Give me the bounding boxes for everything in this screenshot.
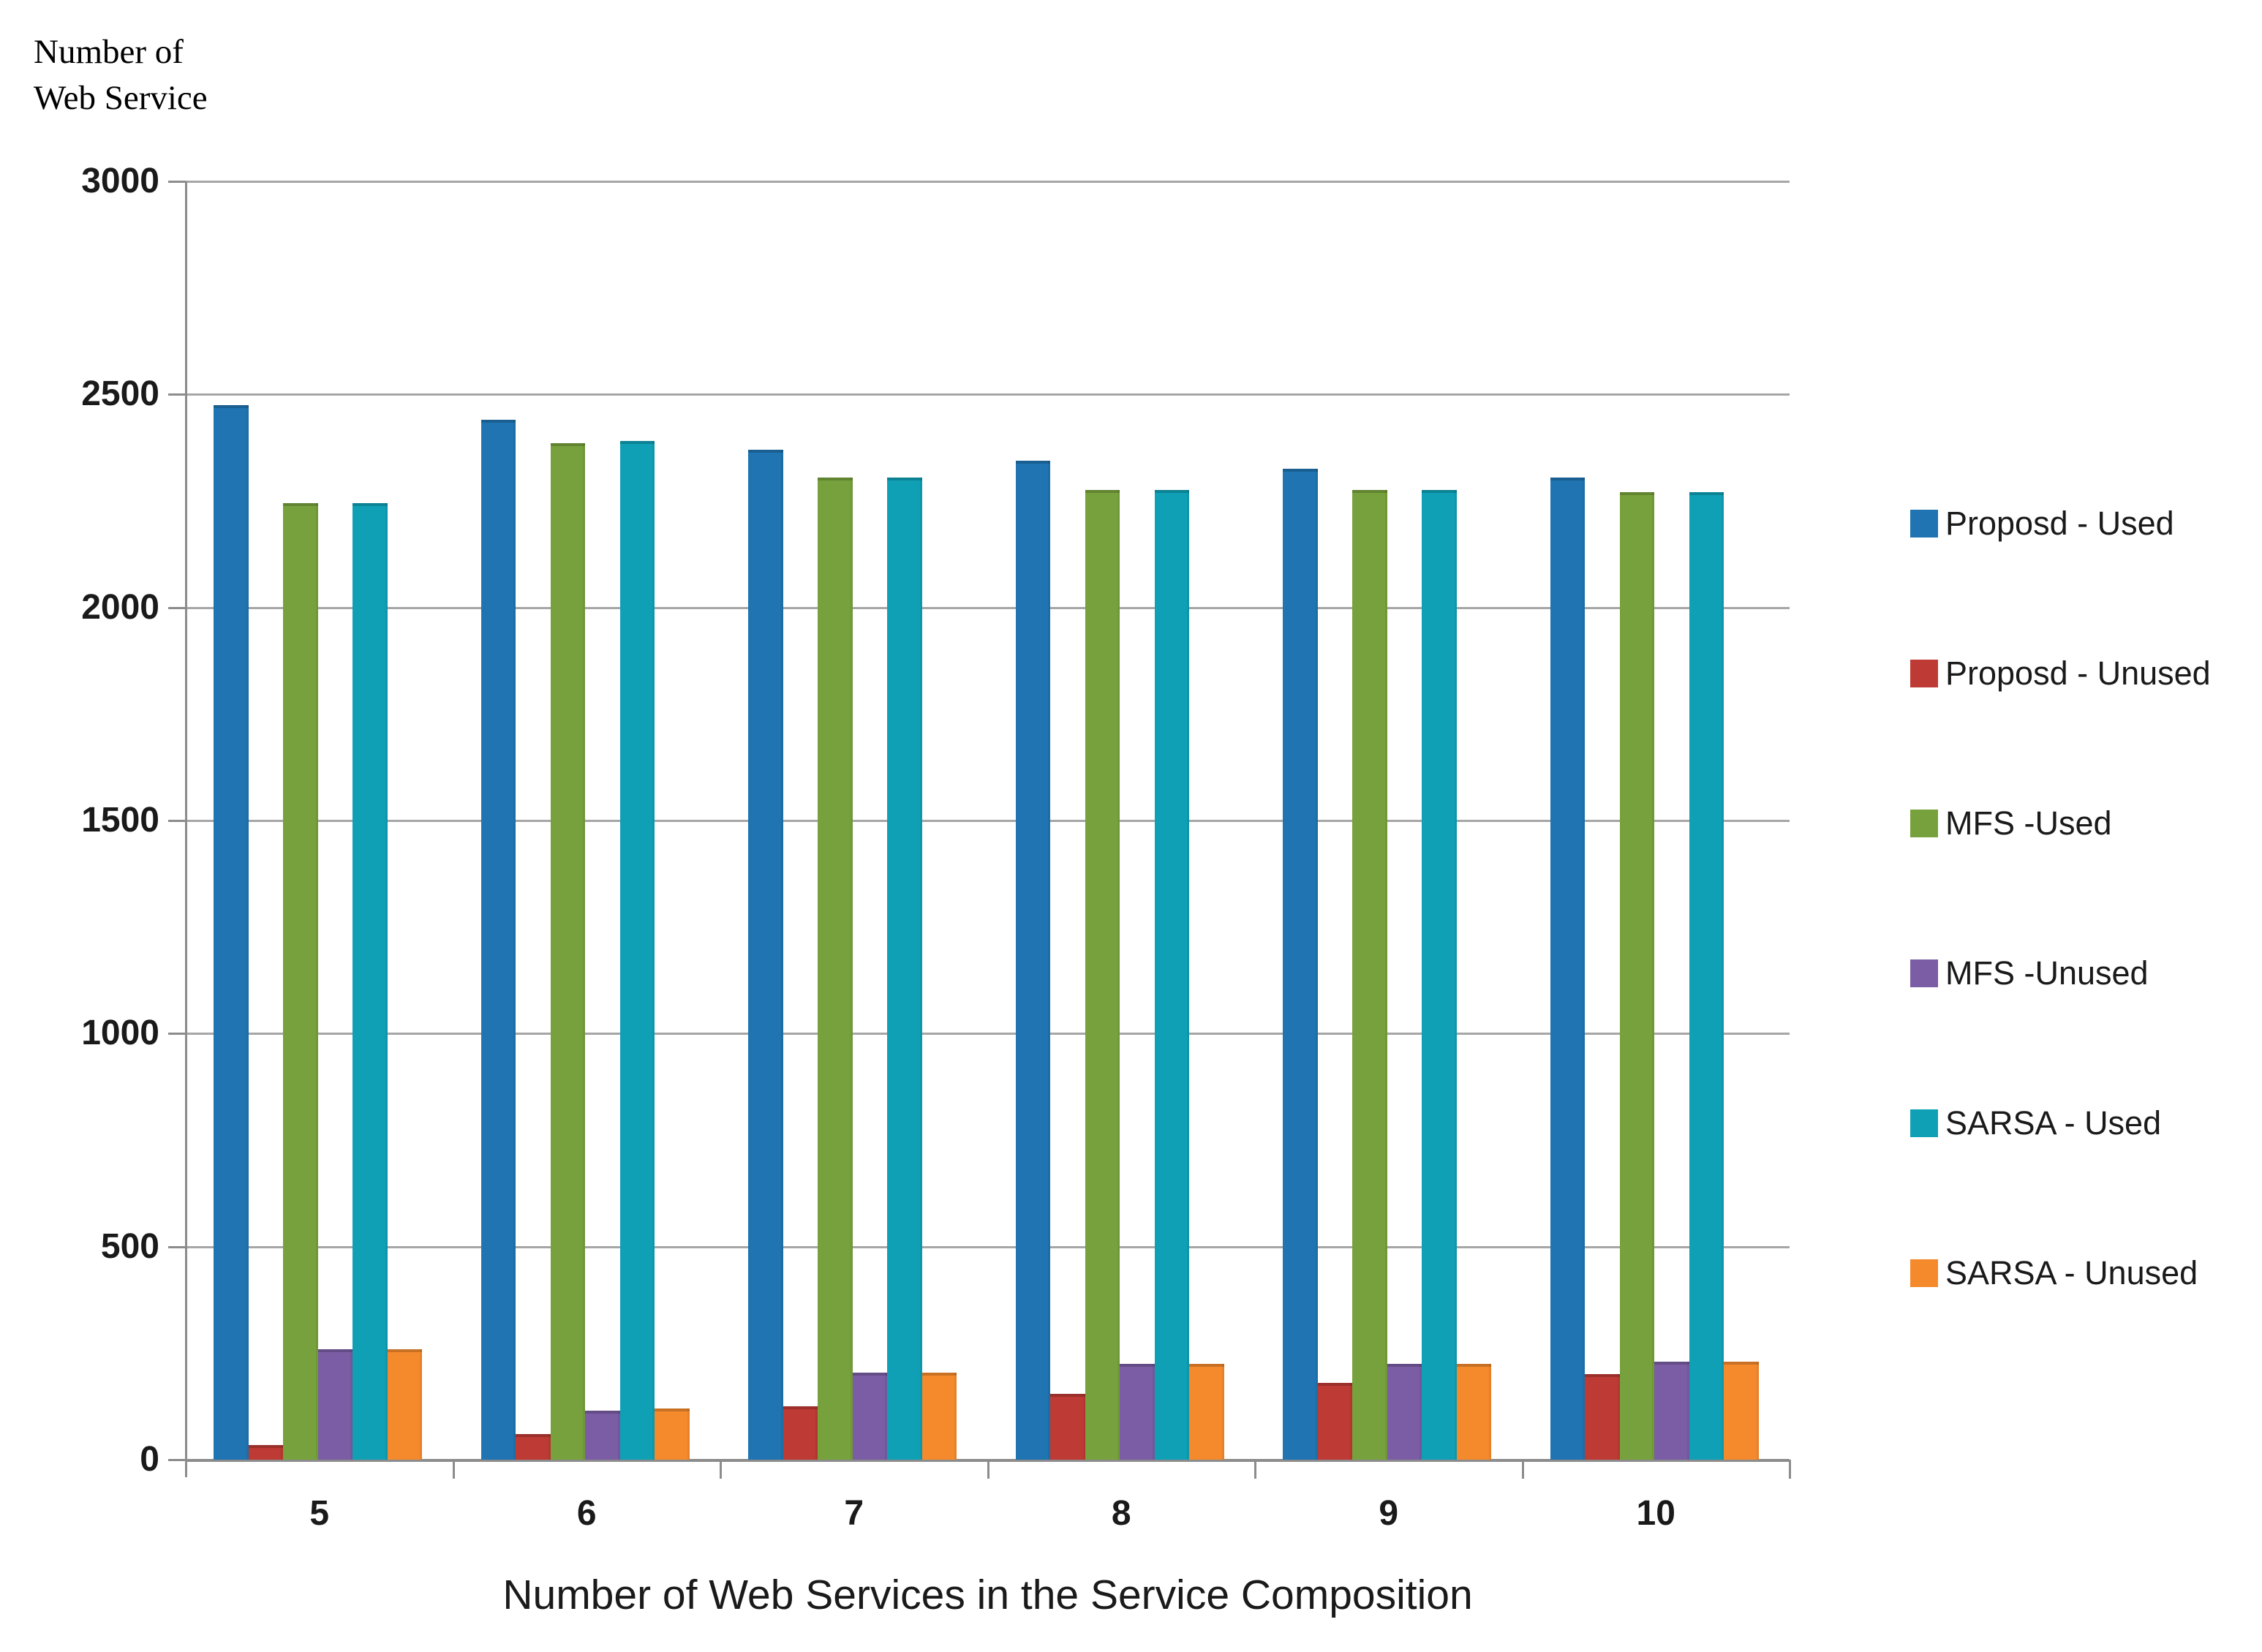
y-axis-line — [185, 181, 187, 1477]
bar-proposd---unused-cat10 — [1585, 1374, 1620, 1460]
legend-label: Proposd - Unused — [1945, 655, 2211, 692]
y-axis-title: Number of Web Service — [34, 29, 208, 121]
legend-item-sarsa---unused: SARSA - Unused — [1910, 1251, 2198, 1295]
bar-sarsa---used-cat10 — [1689, 492, 1724, 1460]
bar-mfs--used-cat10 — [1619, 492, 1654, 1460]
legend-label: MFS -Unused — [1945, 954, 2149, 992]
bar-group-5 — [186, 181, 453, 1460]
y-tick-label-0: 0 — [140, 1440, 159, 1479]
legend-swatch-icon — [1910, 660, 1938, 687]
y-tick-label-1500: 1500 — [81, 801, 159, 840]
bar-mfs--unused-cat10 — [1654, 1362, 1689, 1460]
y-tick-label-2500: 2500 — [81, 374, 159, 414]
bar-mfs--unused-cat8 — [1120, 1364, 1155, 1460]
y-axis-tick-3000 — [168, 181, 186, 183]
legend-label: MFS -Used — [1945, 804, 2112, 842]
bar-group-7 — [720, 181, 988, 1460]
legend-item-proposd---used: Proposd - Used — [1910, 502, 2174, 546]
bar-proposd---unused-cat7 — [783, 1406, 818, 1460]
y-axis-title-line2: Web Service — [34, 79, 208, 117]
bar-sarsa---used-cat9 — [1422, 490, 1457, 1460]
bar-proposd---used-cat8 — [1015, 461, 1050, 1460]
legend-swatch-icon — [1910, 810, 1938, 837]
y-axis-title-line1: Number of — [34, 33, 184, 71]
y-tick-label-1000: 1000 — [81, 1014, 159, 1053]
bar-proposd---used-cat7 — [748, 450, 783, 1460]
bar-sarsa---used-cat7 — [887, 478, 922, 1460]
bar-proposd---unused-cat8 — [1050, 1394, 1085, 1460]
legend-label: SARSA - Used — [1945, 1104, 2162, 1142]
legend-item-proposd---unused: Proposd - Unused — [1910, 652, 2211, 695]
legend-swatch-icon — [1910, 1109, 1938, 1137]
bar-proposd---unused-cat6 — [516, 1434, 551, 1460]
bar-sarsa---unused-cat9 — [1456, 1364, 1491, 1460]
bar-sarsa---used-cat6 — [619, 441, 655, 1460]
legend-item-mfs--unused: MFS -Unused — [1910, 951, 2149, 995]
x-category-label-9: 9 — [1379, 1494, 1399, 1533]
x-category-label-7: 7 — [844, 1494, 864, 1533]
bar-group-10 — [1523, 181, 1790, 1460]
bar-proposd---unused-cat9 — [1317, 1383, 1352, 1460]
bar-sarsa---unused-cat10 — [1724, 1362, 1759, 1460]
bar-mfs--used-cat6 — [550, 443, 585, 1460]
y-axis-tick-2000 — [168, 606, 186, 609]
bar-group-8 — [988, 181, 1256, 1460]
y-tick-label-3000: 3000 — [81, 162, 159, 200]
y-axis-tick-0 — [168, 1459, 186, 1461]
bar-group-9 — [1255, 181, 1523, 1460]
bar-mfs--unused-cat6 — [585, 1411, 620, 1460]
bar-proposd---used-cat6 — [480, 420, 516, 1460]
bar-group-6 — [453, 181, 721, 1460]
legend-label: Proposd - Used — [1945, 505, 2174, 542]
bar-mfs--used-cat9 — [1352, 490, 1387, 1460]
legend-item-sarsa---used: SARSA - Used — [1910, 1101, 2161, 1145]
gridline-1000 — [186, 1033, 1790, 1036]
y-tick-label-2000: 2000 — [81, 587, 159, 627]
bar-mfs--unused-cat9 — [1387, 1364, 1422, 1460]
bar-sarsa---unused-cat8 — [1189, 1364, 1224, 1460]
bar-mfs--used-cat7 — [818, 478, 853, 1460]
gridline-3000 — [186, 181, 1790, 183]
bar-sarsa---unused-cat7 — [921, 1373, 957, 1460]
y-axis-tick-1500 — [168, 820, 186, 822]
x-category-label-6: 6 — [576, 1494, 597, 1533]
bar-sarsa---used-cat5 — [353, 503, 388, 1460]
bar-sarsa---unused-cat6 — [655, 1408, 690, 1460]
x-axis-tick-5 — [1521, 1460, 1524, 1479]
legend-swatch-icon — [1910, 510, 1938, 538]
x-axis-tick-6 — [1789, 1460, 1791, 1479]
legend-swatch-icon — [1910, 1259, 1938, 1287]
legend-label: SARSA - Unused — [1945, 1254, 2198, 1291]
bar-mfs--unused-cat5 — [317, 1349, 353, 1460]
bar-proposd---unused-cat5 — [248, 1445, 283, 1460]
bar-mfs--unused-cat7 — [852, 1373, 887, 1460]
gridline-500 — [186, 1245, 1790, 1248]
bar-mfs--used-cat5 — [283, 503, 318, 1460]
x-category-label-5: 5 — [309, 1494, 330, 1533]
bar-sarsa---used-cat8 — [1154, 490, 1189, 1460]
x-axis-tick-2 — [720, 1460, 722, 1479]
x-category-label-10: 10 — [1636, 1494, 1675, 1533]
bar-mfs--used-cat8 — [1085, 490, 1120, 1460]
gridline-2500 — [186, 393, 1790, 396]
bar-proposd---used-cat5 — [214, 405, 249, 1460]
y-tick-label-500: 500 — [100, 1226, 159, 1266]
legend-swatch-icon — [1910, 959, 1938, 987]
x-axis-tick-3 — [987, 1460, 989, 1479]
legend-item-mfs--used: MFS -Used — [1910, 802, 2112, 845]
y-axis-tick-500 — [168, 1245, 186, 1248]
bar-proposd---used-cat9 — [1283, 469, 1318, 1460]
bar-sarsa---unused-cat5 — [387, 1349, 422, 1460]
y-axis-tick-1000 — [168, 1033, 186, 1036]
x-axis-tick-4 — [1254, 1460, 1256, 1479]
gridline-1500 — [186, 820, 1790, 822]
gridline-2000 — [186, 606, 1790, 609]
x-axis-title: Number of Web Services in the Service Co… — [502, 1572, 1473, 1618]
bar-proposd---used-cat10 — [1550, 478, 1585, 1460]
x-category-label-8: 8 — [1111, 1494, 1131, 1533]
x-axis-tick-1 — [452, 1460, 455, 1479]
y-axis-tick-2500 — [168, 393, 186, 396]
